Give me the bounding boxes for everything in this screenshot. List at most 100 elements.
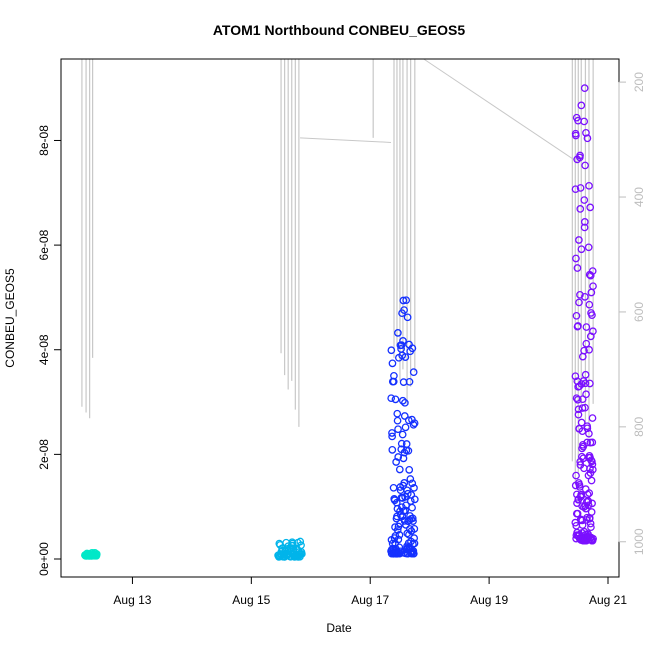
data-point: [401, 423, 410, 432]
data-point: [576, 290, 584, 299]
data-point: [588, 465, 597, 474]
data-point: [582, 128, 590, 137]
data-point: [581, 379, 590, 388]
data-point: [394, 535, 403, 544]
data-point: [394, 453, 403, 461]
altitude-trace-connector: [423, 58, 579, 163]
data-point: [408, 479, 417, 488]
data-point: [406, 475, 415, 483]
data-point: [577, 245, 586, 254]
x-axis-label: Date: [326, 621, 352, 635]
data-point: [573, 395, 582, 404]
altitude-trace-connector: [300, 137, 392, 143]
plot-frame: [60, 58, 620, 578]
y2-tick-label: 800: [632, 417, 646, 437]
data-point: [584, 497, 593, 506]
x-axis: Aug 13 Aug 15 Aug 17 Aug 19 Aug 21: [113, 576, 627, 607]
data-point: [578, 521, 587, 529]
data-point: [576, 184, 585, 192]
chart-title: ATOM1 Northbound CONBEU_GEOS5: [213, 22, 465, 38]
data-point: [296, 537, 305, 546]
data-point: [576, 151, 584, 160]
data-point: [410, 484, 418, 492]
x-tick-label: Aug 13: [113, 593, 151, 607]
data-point: [586, 271, 595, 280]
data-point: [580, 196, 589, 204]
data-point: [298, 550, 306, 558]
data-point: [584, 243, 593, 252]
data-point: [394, 425, 402, 434]
data-point: [397, 341, 406, 350]
data-point: [401, 353, 410, 361]
data-point: [410, 525, 419, 533]
data-point: [581, 403, 589, 412]
data-point: [587, 476, 596, 485]
data-point: [583, 424, 592, 433]
data-point: [402, 296, 411, 305]
data-point: [589, 327, 597, 336]
x-tick-label: Aug 17: [351, 593, 389, 607]
data-point: [395, 465, 404, 474]
data-point: [585, 345, 593, 354]
data-point: [406, 525, 414, 533]
data-point: [586, 379, 594, 388]
y-tick-label: 4e-08: [37, 334, 51, 365]
x-tick-label: Aug 21: [589, 593, 627, 607]
data-point: [580, 84, 589, 92]
data-point: [410, 534, 419, 543]
data-point: [398, 430, 407, 439]
data-point: [387, 394, 396, 403]
data-point: [400, 412, 409, 420]
data-point: [588, 438, 597, 447]
data-point: [581, 161, 589, 170]
data-point: [92, 550, 101, 558]
data-point: [580, 223, 589, 232]
data-point: [388, 429, 396, 437]
data-point: [586, 203, 595, 212]
data-point: [585, 181, 593, 190]
x-tick-label: Aug 15: [232, 593, 270, 607]
data-point: [585, 489, 594, 497]
data-point: [402, 440, 411, 448]
data-point: [581, 370, 590, 379]
data-point: [577, 101, 586, 110]
data-point: [405, 377, 414, 386]
data-point: [393, 526, 402, 534]
data-point: [403, 489, 412, 498]
data-point: [588, 457, 596, 466]
y2-tick-label: 200: [632, 72, 646, 92]
data-point: [573, 264, 582, 272]
data-point: [573, 509, 582, 518]
data-point: [399, 296, 408, 305]
data-points-layer: [81, 84, 597, 561]
data-point: [580, 218, 589, 226]
data-point: [589, 282, 597, 291]
data-point: [587, 508, 596, 516]
data-point: [387, 346, 396, 355]
data-point: [575, 236, 583, 244]
data-point: [582, 323, 591, 331]
data-point: [588, 460, 597, 469]
x-tick-label: Aug 19: [470, 593, 508, 607]
data-point: [577, 452, 586, 461]
data-point: [409, 420, 418, 429]
data-point: [580, 117, 589, 126]
data-point: [398, 396, 407, 405]
data-point: [573, 490, 581, 499]
data-point: [397, 439, 406, 448]
data-point: [400, 517, 409, 525]
data-point: [583, 438, 591, 447]
data-point: [571, 185, 580, 194]
data-point: [408, 514, 417, 523]
data-point: [388, 359, 397, 368]
data-point: [577, 418, 586, 427]
data-point: [398, 512, 407, 521]
data-point: [571, 131, 580, 140]
data-point: [587, 523, 595, 532]
data-point: [580, 346, 588, 355]
data-point: [401, 506, 410, 515]
data-point: [393, 416, 402, 425]
data-point: [404, 416, 413, 425]
data-point: [588, 414, 597, 422]
